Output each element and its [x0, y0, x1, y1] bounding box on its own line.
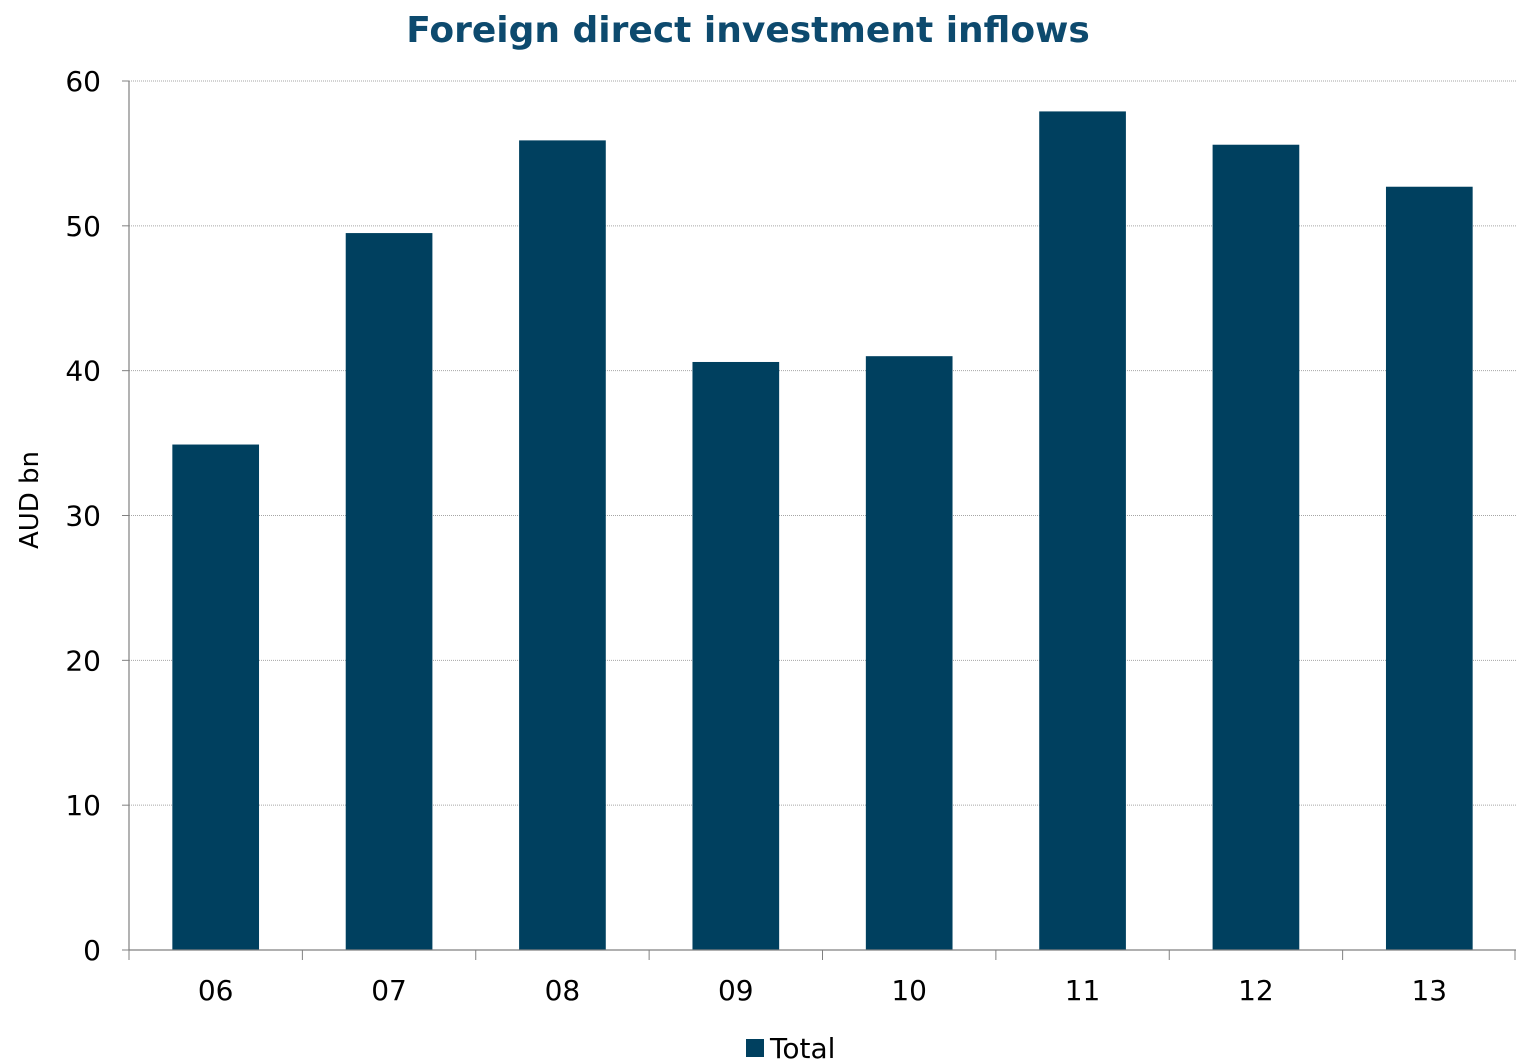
x-tick-label: 06 [198, 974, 234, 1007]
gridlines [129, 80, 1516, 806]
bar [1385, 186, 1473, 950]
legend-swatch [746, 1039, 764, 1057]
y-axis-title: AUD bn [15, 451, 45, 549]
x-tick-labels: 06 07 08 09 10 11 12 13 [198, 974, 1447, 1007]
x-tick-label: 13 [1411, 974, 1447, 1007]
x-tick-label: 11 [1065, 974, 1101, 1007]
bar [519, 140, 606, 951]
y-tick-label: 40 [65, 355, 101, 388]
legend: Total [746, 1032, 835, 1062]
y-tick-label: 60 [65, 65, 101, 98]
y-tick-label: 30 [65, 500, 101, 533]
bars [172, 111, 1473, 951]
bar [1212, 144, 1300, 950]
bar [865, 356, 953, 950]
y-tick-label: 20 [65, 644, 101, 677]
x-tick-label: 08 [545, 974, 581, 1007]
legend-label: Total [769, 1032, 835, 1062]
y-tick-label: 50 [65, 210, 101, 243]
y-tick-labels: 0 10 20 30 40 50 60 [65, 65, 101, 967]
bar [345, 233, 433, 950]
x-tick-label: 10 [891, 974, 927, 1007]
y-tick-label: 0 [83, 934, 101, 967]
bar [172, 444, 260, 950]
x-tick-label: 09 [718, 974, 754, 1007]
x-tick-label: 12 [1238, 974, 1274, 1007]
chart-title: Foreign direct investment inflows [406, 10, 1090, 51]
bar [692, 361, 780, 950]
bar [1039, 111, 1126, 951]
x-tick-label: 07 [371, 974, 407, 1007]
axes [122, 80, 1516, 960]
y-tick-label: 10 [65, 789, 101, 822]
